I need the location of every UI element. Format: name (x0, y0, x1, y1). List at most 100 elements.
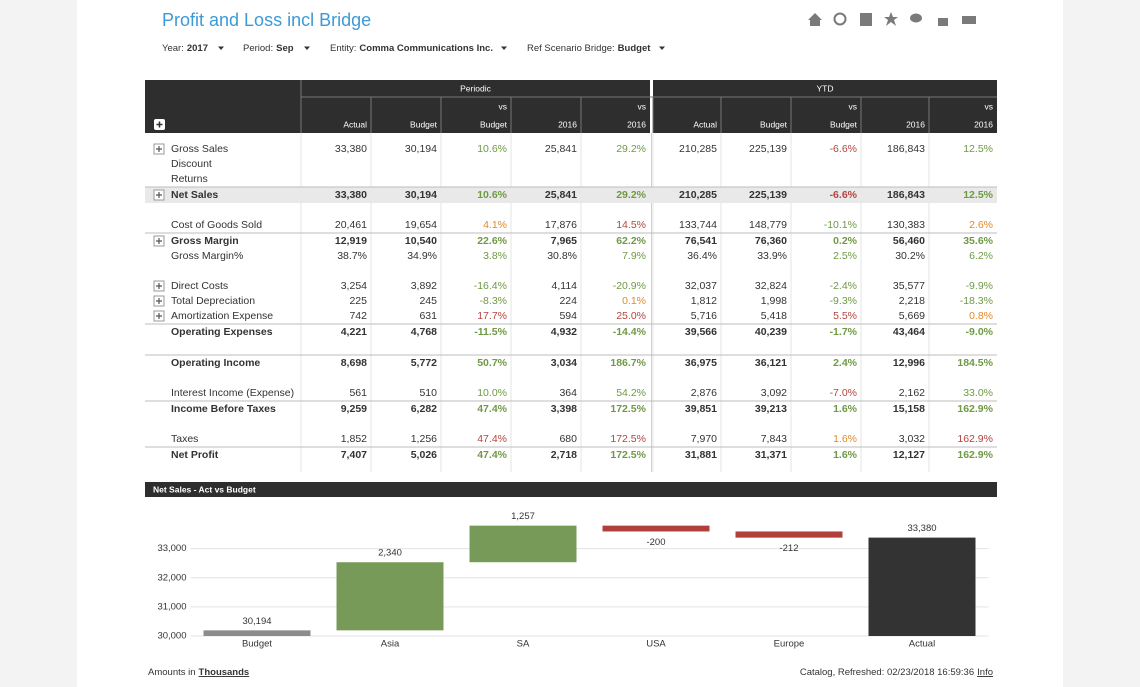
cell-value: 210,285 (679, 143, 717, 155)
cell-value: 1.6% (833, 449, 858, 461)
cell-value: 2,218 (899, 295, 925, 307)
row-label: Discount (171, 158, 212, 170)
cell-value: 2.5% (833, 250, 857, 262)
cell-value: 14.5% (616, 219, 646, 231)
column-header: 2016 (558, 119, 577, 129)
x-tick-label: Actual (909, 639, 935, 650)
cell-value: 30,194 (405, 143, 437, 155)
column-header: Budget (760, 119, 788, 129)
filter[interactable]: Period: Sep (243, 43, 294, 54)
row-label: Direct Costs (171, 280, 228, 292)
cell-value: 12,127 (893, 449, 925, 461)
collapse-all-glyph (156, 121, 163, 128)
cell-value: 0.8% (969, 310, 993, 322)
row-label: Operating Expenses (171, 326, 273, 338)
cell-value: -6.6% (830, 189, 858, 201)
cell-value: 133,744 (679, 219, 717, 231)
bar (469, 525, 577, 563)
dropdown-arrow[interactable] (659, 46, 665, 51)
dropdown-arrow[interactable] (501, 46, 507, 51)
cell-value: 35.6% (963, 235, 993, 247)
cell-value: 6.2% (969, 250, 993, 262)
cell-value: 8,698 (341, 357, 367, 369)
cell-value: 39,213 (755, 403, 787, 415)
cell-value: 4,932 (551, 326, 577, 338)
cell-value: 30,194 (405, 189, 437, 201)
y-tick-label: 30,000 (157, 631, 186, 642)
filter-label: Ref Scenario Bridge: (527, 43, 615, 54)
row-label: Amortization Expense (171, 310, 273, 322)
lock-icon[interactable] (938, 18, 948, 26)
cell-value: 172.5% (610, 433, 646, 445)
cell-value: 2,718 (551, 449, 577, 461)
filter[interactable]: Entity: Comma Communications Inc. (330, 43, 493, 54)
cell-value: 172.5% (610, 403, 646, 415)
cell-value: -6.6% (830, 143, 857, 155)
comment-icon[interactable] (910, 13, 922, 23)
bar (735, 531, 843, 538)
cell-value: 35,577 (893, 280, 925, 292)
cell-value: 5,418 (761, 310, 787, 322)
cell-value: 162.9% (957, 449, 993, 461)
footer: Amounts in Thousands Catalog, Refreshed: 0… (148, 667, 993, 678)
report-title: Profit and Loss incl Bridge (162, 10, 371, 30)
save-icon[interactable] (860, 13, 872, 26)
cell-value: 33.0% (963, 387, 993, 399)
column-header: Budget (480, 119, 508, 129)
home-icon[interactable] (808, 13, 822, 26)
info-link[interactable]: Info (977, 667, 993, 678)
cell-value: 1,998 (761, 295, 787, 307)
cell-value: 5,669 (899, 310, 925, 322)
cell-value: -2.4% (830, 280, 857, 292)
x-tick-label: SA (517, 639, 530, 650)
column-header: Actual (693, 119, 717, 129)
cell-value: 7,965 (551, 235, 577, 247)
cell-value: 1.6% (833, 433, 857, 445)
cell-value: 3.8% (483, 250, 507, 262)
x-tick-label: Asia (381, 639, 400, 650)
cell-value: 30.8% (547, 250, 577, 262)
cell-value: 47.4% (477, 403, 507, 415)
chart-title: Net Sales - Act vs Budget (153, 484, 256, 494)
column-prefix: vs (638, 101, 647, 111)
cell-value: 34.9% (407, 250, 437, 262)
row-label: Operating Income (171, 357, 260, 369)
cell-value: -16.4% (474, 280, 507, 292)
cell-value: 76,360 (755, 235, 787, 247)
cell-value: 12.5% (963, 143, 993, 155)
group-header: Periodic (460, 83, 491, 93)
cell-value: 1.6% (833, 403, 858, 415)
cell-value: 4,768 (411, 326, 437, 338)
dropdown-arrow[interactable] (218, 46, 224, 51)
favorite-icon[interactable] (884, 12, 898, 26)
column-header: Budget (830, 119, 858, 129)
row-label: Income Before Taxes (171, 403, 276, 415)
filter[interactable]: Year: 2017 (162, 43, 208, 54)
cell-value: 19,654 (405, 219, 437, 231)
row-label: Taxes (171, 433, 198, 445)
cell-value: 186,843 (887, 189, 925, 201)
cell-value: 3,398 (551, 403, 577, 415)
cell-value: 33,380 (335, 143, 367, 155)
cell-value: 3,032 (899, 433, 925, 445)
cell-value: 15,158 (893, 403, 925, 415)
cell-value: 54.2% (616, 387, 646, 399)
cell-value: 10.6% (477, 143, 507, 155)
cell-value: 225 (349, 295, 367, 307)
amounts-unit[interactable]: Thousands (199, 667, 250, 678)
bar (868, 537, 976, 636)
dropdown-arrow[interactable] (304, 46, 310, 51)
filter-value: Sep (276, 43, 294, 54)
filter-label: Entity: (330, 43, 356, 54)
cell-value: 12,996 (893, 357, 925, 369)
cell-value: 33.9% (757, 250, 787, 262)
filter-value: 2017 (187, 43, 208, 54)
x-tick-label: USA (646, 639, 666, 650)
waterfall-chart: Net Sales - Act vs Budget 30,000 31,000 32,… (145, 482, 997, 650)
cell-value: 130,383 (887, 219, 925, 231)
cell-value: 2,876 (691, 387, 717, 399)
refresh-icon[interactable] (833, 12, 847, 26)
filter[interactable]: Ref Scenario Bridge: Budget (527, 43, 651, 54)
print-icon[interactable] (962, 16, 976, 24)
